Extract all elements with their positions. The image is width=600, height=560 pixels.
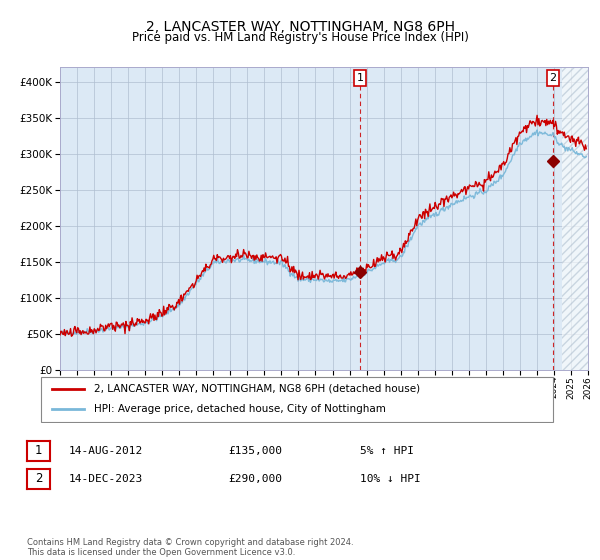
Text: 1: 1 [35,444,42,458]
Text: Price paid vs. HM Land Registry's House Price Index (HPI): Price paid vs. HM Land Registry's House … [131,31,469,44]
Text: HPI: Average price, detached house, City of Nottingham: HPI: Average price, detached house, City… [94,404,386,414]
Text: 1: 1 [356,73,364,83]
Text: Contains HM Land Registry data © Crown copyright and database right 2024.
This d: Contains HM Land Registry data © Crown c… [27,538,353,557]
Text: 14-AUG-2012: 14-AUG-2012 [69,446,143,456]
Text: 2, LANCASTER WAY, NOTTINGHAM, NG8 6PH: 2, LANCASTER WAY, NOTTINGHAM, NG8 6PH [146,20,455,34]
Text: 2, LANCASTER WAY, NOTTINGHAM, NG8 6PH (detached house): 2, LANCASTER WAY, NOTTINGHAM, NG8 6PH (d… [94,384,420,394]
Text: 2: 2 [35,472,42,486]
Text: £290,000: £290,000 [228,474,282,484]
Text: 2: 2 [550,73,557,83]
Text: 5% ↑ HPI: 5% ↑ HPI [360,446,414,456]
Text: 10% ↓ HPI: 10% ↓ HPI [360,474,421,484]
Text: 14-DEC-2023: 14-DEC-2023 [69,474,143,484]
Text: £135,000: £135,000 [228,446,282,456]
FancyBboxPatch shape [41,377,553,422]
